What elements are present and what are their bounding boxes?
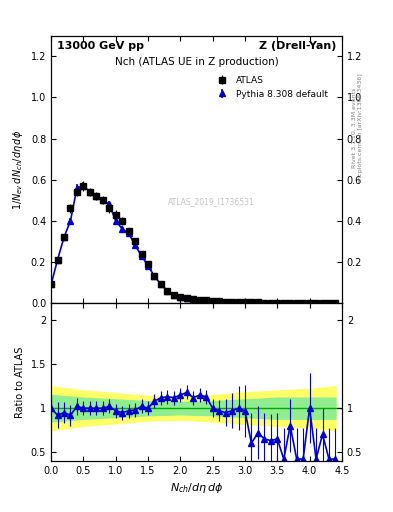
Text: Rivet 3.1.10, 3.3M events: Rivet 3.1.10, 3.3M events: [352, 88, 357, 168]
Y-axis label: Ratio to ATLAS: Ratio to ATLAS: [15, 346, 25, 418]
Y-axis label: $1/N_{ev}\,dN_{ch}/d\eta\,d\phi$: $1/N_{ev}\,dN_{ch}/d\eta\,d\phi$: [11, 129, 25, 209]
Text: Nch (ATLAS UE in Z production): Nch (ATLAS UE in Z production): [115, 57, 278, 67]
Text: mcplots.cern.ch [arXiv:1306.3436]: mcplots.cern.ch [arXiv:1306.3436]: [358, 74, 363, 182]
X-axis label: $N_{ch}/d\eta\,d\phi$: $N_{ch}/d\eta\,d\phi$: [170, 481, 223, 495]
Text: 13000 GeV pp: 13000 GeV pp: [57, 41, 144, 51]
Text: Z (Drell-Yan): Z (Drell-Yan): [259, 41, 336, 51]
Text: ATLAS_2019_I1736531: ATLAS_2019_I1736531: [168, 197, 254, 206]
Legend: ATLAS, Pythia 8.308 default: ATLAS, Pythia 8.308 default: [211, 72, 332, 102]
